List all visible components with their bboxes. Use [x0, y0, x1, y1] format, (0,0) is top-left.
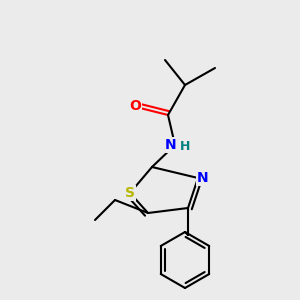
- Text: O: O: [129, 99, 141, 113]
- Text: S: S: [125, 186, 135, 200]
- Text: N: N: [197, 171, 209, 185]
- Text: N: N: [165, 138, 177, 152]
- Text: H: H: [180, 140, 190, 154]
